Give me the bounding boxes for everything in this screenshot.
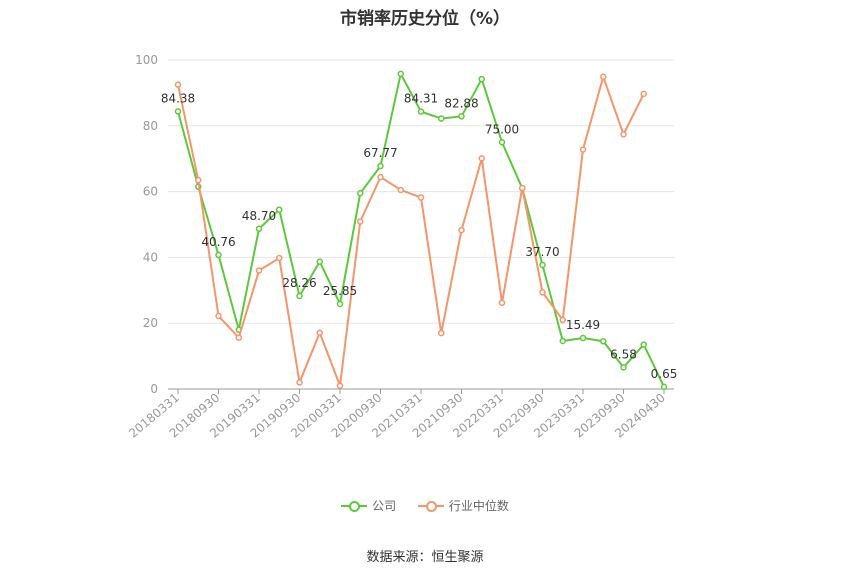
industry-point: [438, 329, 445, 337]
company-point: [660, 383, 668, 391]
data-label: 15.49: [566, 318, 600, 332]
company-point: [215, 251, 222, 259]
industry-point: [377, 173, 384, 181]
industry-point: [620, 131, 627, 138]
data-label: 48.70: [242, 209, 276, 223]
industry-point: [640, 90, 647, 98]
company-point: [276, 206, 283, 213]
industry-point: [296, 379, 303, 386]
industry-point: [559, 316, 566, 324]
company-point: [438, 115, 445, 122]
data-source: 数据来源：恒生聚源: [366, 550, 484, 565]
industry-point: [600, 73, 607, 81]
data-label: 37.70: [525, 245, 559, 259]
company-point: [539, 261, 546, 269]
industry-point: [478, 155, 485, 162]
data-label: 75.00: [485, 122, 519, 136]
industry-point: [276, 254, 283, 262]
industry-point: [458, 226, 465, 234]
industry-point: [519, 184, 526, 192]
company-point: [296, 292, 303, 300]
data-label: 25.85: [323, 284, 357, 298]
company-point: [397, 70, 404, 78]
legend-industry-marker-icon: [417, 500, 444, 512]
company-point: [316, 258, 323, 265]
chart-title: 市销率历史分位（%）: [339, 9, 511, 29]
data-label: 84.38: [161, 91, 195, 105]
industry-point: [357, 218, 364, 225]
data-label: 67.77: [363, 146, 397, 160]
industry-point: [235, 334, 242, 341]
industry-point: [498, 299, 506, 307]
legend: 公司 行业中位数: [0, 497, 850, 515]
industry-point: [215, 312, 222, 320]
legend-item-industry[interactable]: 行业中位数: [417, 497, 509, 514]
company-point: [357, 189, 364, 197]
legend-company-label: 公司: [372, 499, 397, 513]
company-point: [255, 225, 263, 233]
company-point: [336, 300, 344, 308]
industry-point: [336, 382, 344, 389]
company-point: [579, 334, 587, 342]
industry-point: [255, 267, 263, 274]
industry-point: [195, 176, 202, 184]
company-point: [640, 341, 647, 348]
industry-point: [579, 146, 587, 153]
company-point: [458, 113, 465, 120]
company-point: [417, 108, 425, 115]
line-chart: 0204060801002018033120180930201903312019…: [126, 53, 678, 441]
data-labels: 84.38 40.76 48.70 28.26 25.85 67.77 84.31 82.88…: [161, 91, 678, 380]
data-label: 84.31: [404, 92, 438, 106]
y-tick-label: 0: [150, 382, 158, 396]
legend-company-marker-icon: [341, 500, 368, 512]
y-tick-label: 80: [143, 119, 158, 133]
company-point: [620, 364, 627, 371]
company-point: [559, 337, 566, 345]
data-label: 40.76: [201, 235, 235, 249]
company-point: [600, 338, 607, 345]
data-label: 82.88: [444, 96, 478, 110]
company-point: [377, 162, 384, 170]
industry-point: [174, 81, 182, 88]
series-line-industry: [177, 75, 645, 387]
data-label: 0.65: [651, 367, 678, 381]
industry-point: [539, 289, 546, 296]
industry-point: [316, 329, 323, 336]
y-tick-label: 60: [143, 185, 158, 199]
company-point: [478, 75, 485, 83]
industry-point: [397, 186, 404, 194]
series-lines: [174, 70, 668, 391]
legend-item-company[interactable]: 公司: [341, 497, 396, 514]
y-tick-label: 40: [143, 250, 158, 264]
y-tick-label: 100: [135, 53, 158, 67]
y-tick-label: 20: [143, 316, 158, 330]
legend-industry-label: 行业中位数: [448, 499, 509, 513]
industry-point: [417, 194, 425, 201]
company-point: [174, 108, 182, 115]
data-label: 6.58: [610, 347, 637, 361]
company-point: [498, 139, 506, 146]
data-label: 28.26: [282, 276, 316, 290]
